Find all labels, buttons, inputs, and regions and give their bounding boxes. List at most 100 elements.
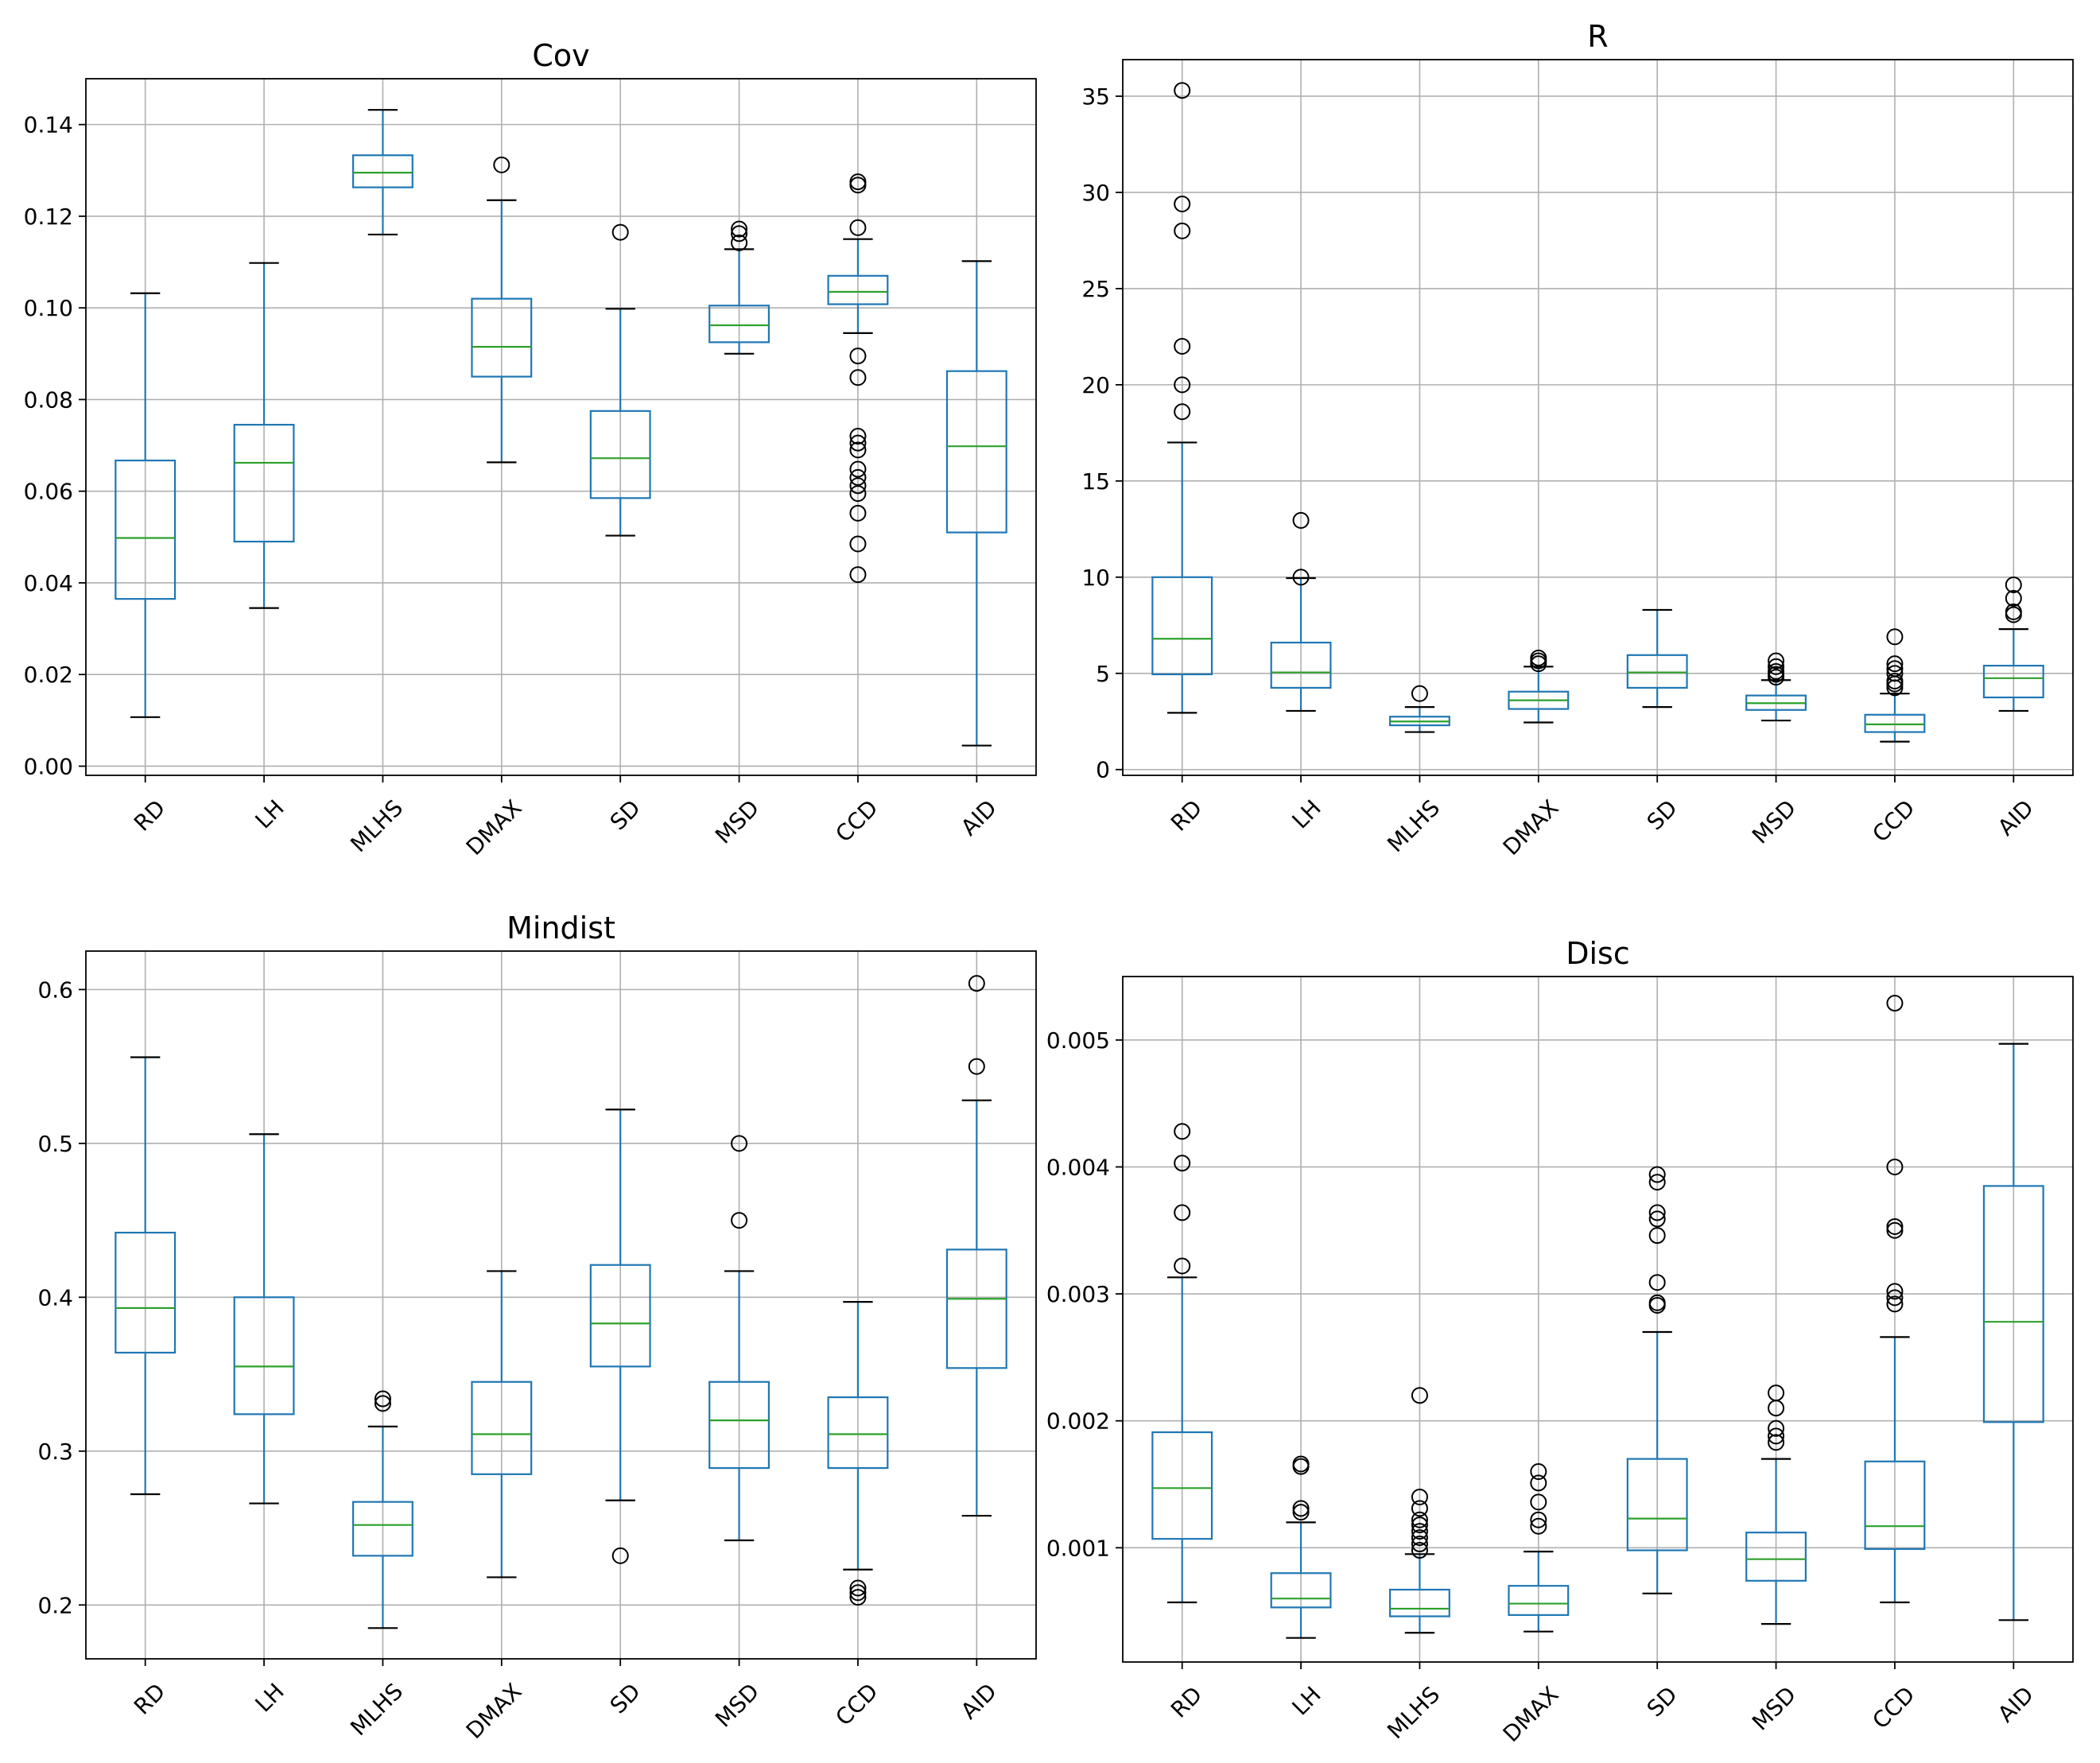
iqr-box <box>827 274 889 305</box>
outlier-point <box>731 225 748 243</box>
x-tick-label: RD <box>1166 1681 1207 1722</box>
y-tick-label: 0.4 <box>37 1284 73 1311</box>
iqr-box <box>233 424 295 543</box>
y-tick-label: 15 <box>1081 468 1110 495</box>
box-rd <box>1151 1123 1213 1604</box>
outlier-point <box>1292 511 1310 529</box>
x-tick-label: SD <box>1642 794 1683 835</box>
iqr-box <box>1388 1588 1450 1617</box>
y-tick-label: 0.12 <box>24 204 73 230</box>
y-tick-label: 5 <box>1096 661 1110 687</box>
chart-title: Cov <box>532 38 589 73</box>
chart-title: Disc <box>1566 936 1630 971</box>
outlier-point <box>849 434 867 452</box>
outlier-point <box>1886 1289 1904 1307</box>
outlier-point <box>1768 662 1785 680</box>
y-tick-label: 0.001 <box>1046 1535 1110 1561</box>
box-sd <box>1626 608 1688 709</box>
x-tick-label: SD <box>605 1678 646 1718</box>
axes-frame <box>1122 976 2074 1663</box>
iqr-box <box>1982 1185 2044 1423</box>
outlier-point <box>1886 628 1904 646</box>
x-tick-label: LH <box>250 794 289 833</box>
outlier-point <box>1530 1511 1547 1528</box>
outlier-point <box>1411 1536 1428 1553</box>
chart-disc: 0.001 0.002 0.003 0.004 0.005 RD LH MLHS DMAX SD M… <box>1046 936 2074 1747</box>
outlier-point <box>1648 1166 1666 1183</box>
x-tick-label: MLHS <box>345 794 408 857</box>
box-sd <box>1626 1166 1688 1594</box>
outlier-point <box>2005 576 2022 593</box>
outlier-point <box>849 1584 867 1602</box>
box-ccd <box>827 1301 889 1606</box>
y-tick-label: 0.00 <box>24 753 73 779</box>
x-tick-label: CCD <box>1867 794 1920 847</box>
iqr-box <box>827 1396 889 1470</box>
chart-mindist: 0.2 0.3 0.4 0.5 0.6 RD LH MLHS DMAX SD MSD CCD AID Mi… <box>37 911 1037 1744</box>
outlier-point <box>1530 1493 1547 1511</box>
outlier-point <box>1174 1204 1191 1221</box>
outlier-point <box>611 223 629 241</box>
x-tick-label: RD <box>129 1678 170 1719</box>
x-tick-label: CCD <box>830 1678 883 1730</box>
x-tick-label: LH <box>250 1678 289 1717</box>
outlier-point <box>849 468 867 486</box>
axes-frame <box>1122 59 2074 776</box>
outlier-point <box>1768 1384 1785 1402</box>
outlier-point <box>731 1135 748 1152</box>
outlier-point <box>1174 82 1191 99</box>
outlier-point <box>493 156 510 173</box>
iqr-box <box>1626 654 1688 689</box>
outlier-point <box>1768 1434 1785 1451</box>
outlier-point <box>1648 1204 1666 1221</box>
outlier-point <box>731 234 748 251</box>
box-rd <box>115 292 177 718</box>
x-tick-label: MLHS <box>1382 794 1445 857</box>
outlier-point <box>849 428 867 445</box>
box-sd <box>589 1109 651 1564</box>
outlier-point <box>1174 1257 1191 1275</box>
iqr-box <box>351 1501 413 1557</box>
x-tick-label: RD <box>129 794 170 836</box>
iqr-box <box>945 370 1007 534</box>
box-aid <box>945 975 1007 1517</box>
outlier-point <box>1886 1158 1904 1175</box>
x-tick-label: DMAX <box>1498 1681 1564 1747</box>
box-lh <box>1270 511 1332 713</box>
outlier-point <box>1411 1387 1428 1404</box>
outlier-point <box>849 441 867 459</box>
outlier-point <box>849 1579 867 1597</box>
outlier-point <box>1411 1516 1428 1534</box>
box-aid <box>1982 576 2044 713</box>
iqr-box <box>1626 1458 1688 1551</box>
outlier-point <box>1768 1427 1785 1445</box>
outlier-point <box>1174 222 1191 239</box>
chart-title: Mindist <box>507 911 615 946</box>
y-tick-label: 0.5 <box>37 1131 73 1157</box>
outlier-point <box>731 1212 748 1229</box>
y-tick-label: 0.14 <box>24 112 73 138</box>
box-ccd <box>1864 995 1926 1604</box>
outlier-point <box>849 219 867 236</box>
outlier-point <box>849 173 867 191</box>
x-tick-label: SD <box>605 794 646 835</box>
y-tick-label: 0.3 <box>37 1439 73 1465</box>
y-tick-label: 10 <box>1081 565 1110 591</box>
outlier-point <box>1648 1294 1666 1311</box>
box-msd <box>1745 652 1807 722</box>
outlier-point <box>1886 660 1904 678</box>
outlier-point <box>1411 1500 1428 1517</box>
outlier-point <box>1530 1463 1547 1481</box>
box-dmax <box>471 1270 533 1579</box>
outlier-point <box>1768 652 1785 670</box>
box-lh <box>233 262 295 609</box>
x-tick-label: MLHS <box>1382 1681 1445 1744</box>
outlier-point <box>1530 649 1547 666</box>
outlier-point <box>1411 1523 1428 1540</box>
axes-frame <box>85 950 1037 1660</box>
y-tick-label: 0.06 <box>24 479 73 505</box>
y-tick-label: 0.003 <box>1046 1281 1110 1307</box>
x-tick-label: CCD <box>1867 1681 1920 1734</box>
outlier-point <box>1530 1474 1547 1492</box>
